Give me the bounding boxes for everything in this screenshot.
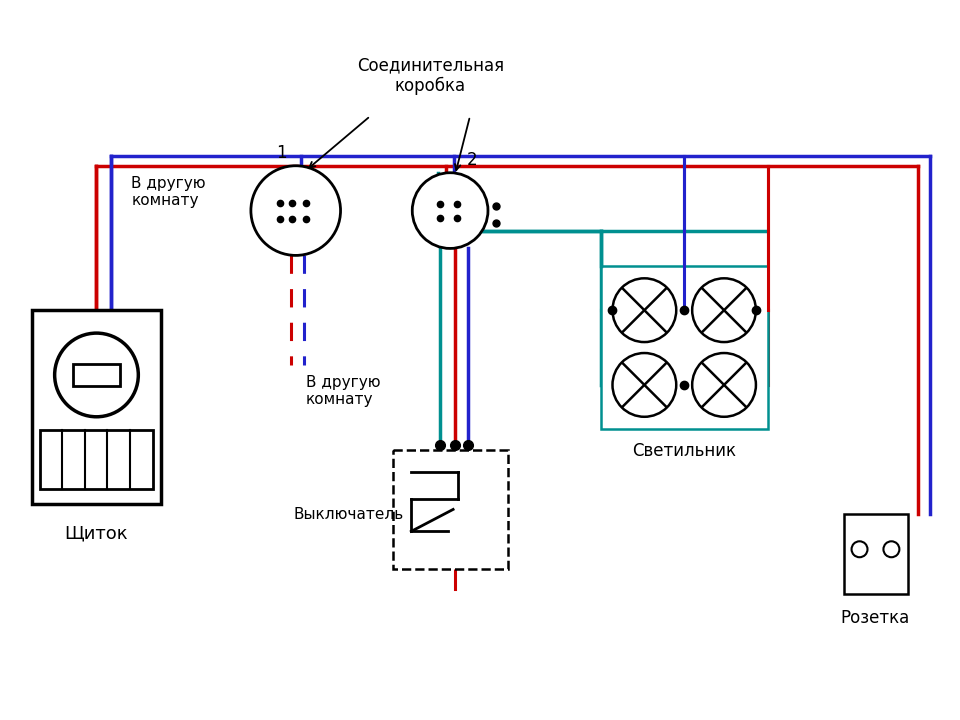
- Bar: [844, 514, 908, 594]
- Circle shape: [612, 279, 676, 342]
- Circle shape: [251, 166, 341, 256]
- Bar: [601, 266, 768, 428]
- Text: В другую
комнату: В другую комнату: [305, 375, 380, 408]
- Text: Выключатель: Выключатель: [294, 507, 404, 522]
- Bar: [73, 364, 120, 386]
- Bar: [39, 430, 154, 490]
- Text: 2: 2: [467, 150, 477, 168]
- Circle shape: [883, 541, 900, 557]
- Circle shape: [55, 333, 138, 417]
- Circle shape: [692, 279, 756, 342]
- Text: В другую
комнату: В другую комнату: [132, 176, 205, 208]
- Text: Щиток: Щиток: [64, 524, 129, 542]
- Bar: [32, 310, 161, 505]
- Circle shape: [612, 353, 676, 417]
- Text: Светильник: Светильник: [633, 441, 736, 459]
- Circle shape: [852, 541, 868, 557]
- Bar: [394, 450, 508, 570]
- Text: Соединительная
коробка: Соединительная коробка: [356, 56, 504, 95]
- Text: Розетка: Розетка: [841, 609, 910, 627]
- Circle shape: [692, 353, 756, 417]
- Text: 1: 1: [276, 144, 287, 162]
- Circle shape: [412, 173, 488, 248]
